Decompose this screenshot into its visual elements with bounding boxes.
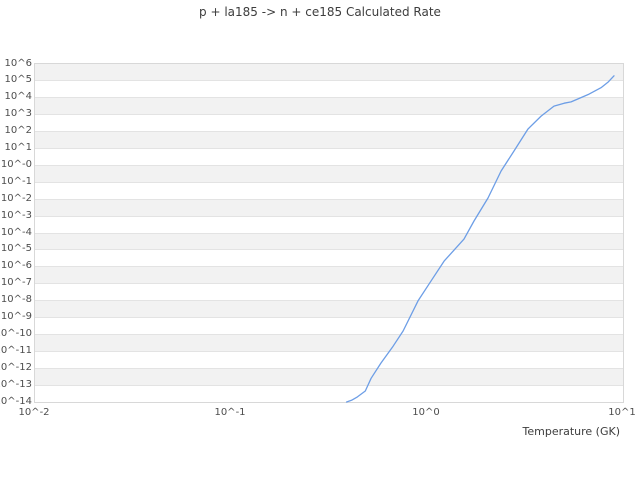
gridline	[35, 198, 623, 200]
gridline	[35, 114, 623, 116]
plot-area	[34, 63, 624, 403]
y-tick-label: 10^5	[4, 74, 32, 86]
x-tick-label: 10^-1	[214, 407, 246, 418]
gridline	[35, 249, 623, 251]
grid-band	[35, 97, 623, 115]
grid-band	[35, 182, 623, 200]
grid-band	[35, 216, 623, 233]
x-tick-label: 10^-2	[18, 407, 50, 418]
y-tick-label: 10^-13	[0, 378, 32, 390]
gridline	[35, 300, 623, 302]
gridline	[35, 80, 623, 82]
x-tick-label: 10^0	[412, 407, 440, 418]
y-tick-label: 10^-6	[0, 260, 32, 272]
gridline	[35, 131, 623, 133]
grid-band	[35, 199, 623, 217]
x-tick-label: 10^1	[608, 407, 636, 418]
gridline	[35, 367, 623, 369]
y-tick-label: 10^1	[4, 142, 32, 153]
grid-band	[35, 131, 623, 149]
y-tick-label: 10^3	[4, 108, 32, 120]
y-tick-label: 10^-2	[0, 192, 32, 204]
x-axis-title: Temperature (GK)	[522, 425, 621, 438]
grid-band	[35, 300, 623, 318]
grid-band	[35, 165, 623, 183]
y-tick-label: 10^-1	[0, 175, 32, 187]
grid-band	[35, 114, 623, 132]
y-tick-label: 10^-4	[0, 226, 32, 238]
grid-band	[35, 334, 623, 352]
gridline	[35, 317, 623, 318]
gridline	[35, 148, 623, 149]
grid-band	[35, 148, 623, 166]
gridline	[35, 266, 623, 268]
gridline	[35, 181, 623, 183]
gridline	[35, 232, 623, 234]
y-tick-label: 10^6	[4, 57, 32, 69]
gridline	[35, 164, 623, 166]
y-tick-label: 10^-9	[0, 311, 32, 322]
gridline	[35, 384, 623, 386]
gridline	[35, 215, 623, 217]
grid-band	[35, 64, 623, 81]
y-tick-label: 10^-8	[0, 294, 32, 306]
grid-band	[35, 249, 623, 267]
gridline	[35, 350, 623, 352]
y-tick-label: 10^-10	[0, 327, 32, 339]
gridline	[35, 283, 623, 285]
chart-title: p + la185 -> n + ce185 Calculated Rate	[199, 5, 441, 19]
y-tick-label: 10^-5	[0, 243, 32, 255]
gridline	[35, 97, 623, 99]
y-tick-label: 10^-11	[0, 344, 32, 356]
y-tick-label: 10^4	[4, 91, 32, 103]
grid-band	[35, 266, 623, 284]
grid-band	[35, 233, 623, 250]
y-tick-label: 10^-12	[0, 361, 32, 373]
gridline	[35, 333, 623, 335]
grid-band	[35, 283, 623, 301]
y-tick-label: 10^-3	[0, 209, 32, 221]
grid-band	[35, 368, 623, 386]
grid-band	[35, 385, 623, 402]
grid-band	[35, 351, 623, 369]
y-tick-label: 10^2	[4, 125, 32, 137]
grid-band	[35, 80, 623, 98]
y-tick-label: 10^-14	[0, 395, 32, 407]
y-tick-label: 10^-7	[0, 277, 32, 289]
y-tick-label: 10^-0	[0, 158, 32, 170]
grid-band	[35, 317, 623, 335]
